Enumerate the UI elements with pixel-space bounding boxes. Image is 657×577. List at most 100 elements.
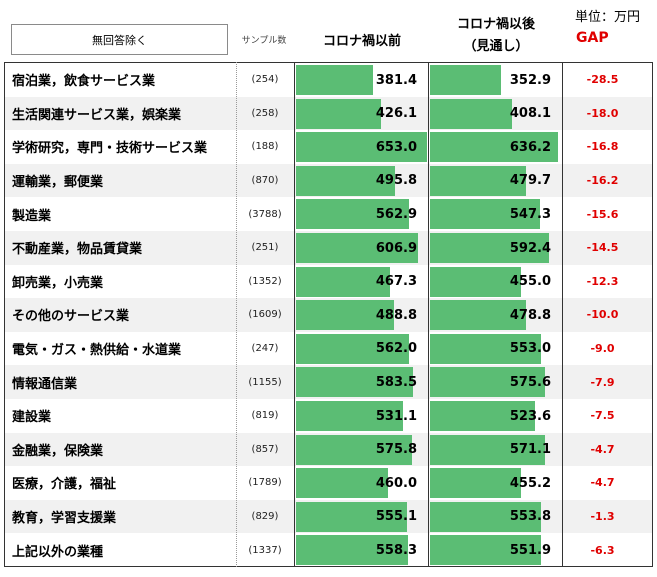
header-gap: GAP (576, 30, 609, 46)
before-value: 575.8 (375, 442, 417, 458)
header-sample-count: サンプル数 (241, 36, 287, 46)
before-value: 381.4 (375, 72, 417, 88)
before-value: 562.9 (375, 206, 417, 222)
before-value: 653.0 (375, 139, 417, 155)
after-bar (430, 401, 536, 431)
before-bar (296, 165, 396, 196)
after-value: 575.6 (509, 374, 551, 390)
after-bar (430, 300, 527, 331)
column-divider-gap (562, 62, 563, 567)
after-bar (430, 501, 542, 532)
table-row: 卸売業，小売業 (1352) 467.3 455.0 -12.3 (5, 265, 652, 299)
table-row: 製造業 (3788) 562.9 547.3 -15.6 (5, 197, 652, 231)
industry-label: 運輸業，郵便業 (12, 175, 104, 191)
after-value: 592.4 (509, 240, 551, 256)
before-value: 467.3 (375, 274, 417, 290)
table-row: 教育，学習支援業 (829) 555.1 553.8 -1.3 (5, 499, 652, 534)
sample-count: (857) (251, 443, 279, 455)
before-value: 558.3 (375, 542, 417, 558)
before-cell: 460.0 (296, 468, 428, 499)
industry-label: 学術研究，専門・技術サービス業 (12, 141, 208, 157)
before-cell: 558.3 (296, 535, 428, 566)
before-value: 488.8 (375, 307, 417, 323)
after-cell: 478.8 (430, 300, 562, 331)
table-row: 電気・ガス・熱供給・水道業 (247) 562.0 553.0 -9.0 (5, 332, 652, 366)
industry-label: 医療，介護，福祉 (12, 477, 117, 493)
table-row: 上記以外の業種 (1337) 558.3 551.9 -6.3 (5, 533, 652, 567)
before-value: 583.5 (375, 374, 417, 390)
before-bar (296, 401, 403, 431)
sample-count: (829) (251, 511, 279, 523)
sample-count: (3788) (248, 208, 282, 220)
industry-label: 生活関連サービス業，娯楽業 (12, 107, 182, 123)
before-value: 606.9 (375, 240, 417, 256)
gap-value: -16.2 (586, 174, 619, 188)
table-row: 医療，介護，福祉 (1789) 460.0 455.2 -4.7 (5, 466, 652, 500)
before-value: 555.1 (375, 509, 417, 525)
gap-value: -7.5 (590, 409, 615, 423)
industry-label: 製造業 (12, 208, 52, 224)
before-cell: 606.9 (296, 233, 428, 263)
sample-count: (1352) (248, 275, 282, 287)
gap-value: -12.3 (586, 274, 619, 288)
before-value: 426.1 (375, 106, 417, 122)
header-after-line2: （見通し） (463, 39, 529, 54)
after-bar (430, 165, 527, 196)
industry-label: 上記以外の業種 (12, 544, 104, 560)
after-cell: 571.1 (430, 434, 562, 465)
sample-count: (870) (251, 175, 279, 187)
gap-value: -14.5 (586, 241, 619, 255)
after-bar (430, 434, 545, 465)
after-value: 547.3 (509, 206, 551, 222)
before-bar (296, 501, 408, 532)
industry-label: 不動産業，物品賃貸業 (12, 242, 143, 258)
column-divider-after (428, 62, 429, 567)
before-bar (296, 65, 373, 95)
after-value: 571.1 (509, 442, 551, 458)
sample-count: (258) (251, 107, 279, 119)
after-bar (430, 98, 512, 129)
gap-value: -7.9 (590, 375, 615, 389)
header-after-line1: コロナ禍以後 (456, 17, 535, 32)
before-bar (296, 300, 395, 331)
before-bar (296, 98, 382, 129)
after-bar (430, 65, 501, 95)
sample-count: (1155) (248, 376, 282, 388)
after-value: 553.0 (509, 341, 551, 357)
after-bar (430, 535, 541, 566)
gap-value: -1.3 (590, 510, 615, 524)
table-row: 不動産業，物品賃貸業 (251) 606.9 592.4 -14.5 (5, 231, 652, 265)
after-cell: 455.2 (430, 468, 562, 499)
gap-value: -4.7 (590, 442, 615, 456)
gap-value: -16.8 (586, 140, 619, 154)
after-value: 553.8 (509, 509, 551, 525)
after-bar (430, 132, 558, 163)
before-value: 495.8 (375, 173, 417, 189)
filter-box[interactable]: 無回答除く (11, 24, 228, 55)
before-cell: 653.0 (296, 132, 428, 163)
before-bar (296, 367, 414, 398)
after-value: 352.9 (509, 72, 551, 88)
table-row: 建設業 (819) 531.1 523.6 -7.5 (5, 399, 652, 433)
after-value: 478.8 (509, 307, 551, 323)
industry-label: 建設業 (12, 410, 52, 426)
sample-count: (247) (251, 343, 279, 355)
sample-count: (251) (251, 242, 279, 254)
before-value: 562.0 (375, 341, 417, 357)
gap-value: -28.5 (586, 73, 619, 87)
after-value: 455.0 (509, 274, 551, 290)
after-value: 408.1 (509, 106, 551, 122)
after-value: 523.6 (509, 408, 551, 424)
industry-label: 金融業，保険業 (12, 443, 104, 459)
header-before-covid: コロナ禍以前 (322, 34, 401, 49)
column-divider-before (294, 62, 295, 567)
before-bar (296, 132, 427, 163)
before-cell: 381.4 (296, 65, 428, 95)
sample-count: (1337) (248, 544, 282, 556)
before-bar (296, 333, 409, 364)
table-row: 学術研究，専門・技術サービス業 (188) 653.0 636.2 -16.8 (5, 130, 652, 164)
table-row: 宿泊業，飲食サービス業 (254) 381.4 352.9 -28.5 (5, 63, 652, 97)
after-bar (430, 233, 549, 263)
after-value: 455.2 (509, 475, 551, 491)
after-cell: 551.9 (430, 535, 562, 566)
